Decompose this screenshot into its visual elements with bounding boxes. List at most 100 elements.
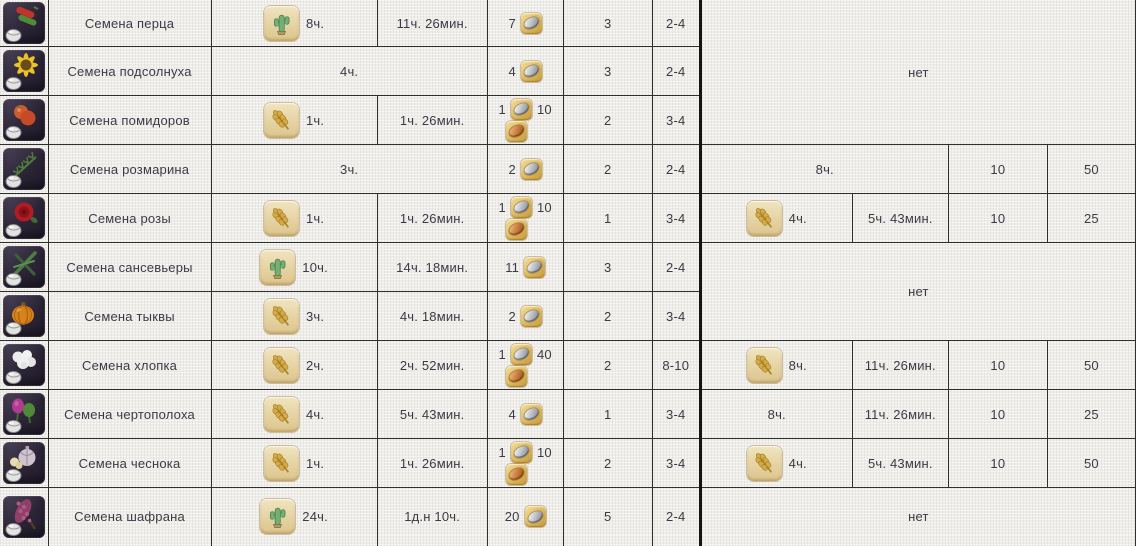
plant-time: 1ч. [306,455,325,471]
thistle-seeds-icon [2,393,45,435]
market-value-1: 10 [947,340,1048,390]
price-silver-amount: 2 [508,161,516,177]
sunflower-seeds-icon [2,50,45,92]
yield-count: 3 [562,242,653,292]
seed-name: Семена розы [47,193,212,243]
bronze-coin-icon [505,218,527,240]
table-row: Семена чертополоха 4ч. 5ч. 43мин. 4 1 3-… [0,389,1136,439]
market-ripen-time: 11ч. 26мин. [851,389,949,439]
wheat-icon [746,445,782,481]
price-silver-amount: 7 [508,15,516,31]
market-value-2: 50 [1046,340,1136,390]
plant-time: 1ч. [306,112,325,128]
sansevieria-seeds-icon [2,246,45,288]
price-bronze-amount: 10 [536,101,552,117]
plant-time: 3ч. [306,308,325,324]
plant-time: 8ч. [306,15,325,31]
yield-count: 1 [562,193,653,243]
yield-count: 5 [562,487,653,546]
yield-count: 2 [562,340,653,390]
wheat-icon [264,298,299,334]
silver-coin-icon [510,441,532,463]
market-value-2: 25 [1046,389,1136,439]
market-plant-time: 4ч. [788,210,807,226]
rosemary-seeds-icon [2,148,45,190]
market-value-1: 10 [947,144,1048,194]
ripen-time: 4ч. 18мин. [376,291,488,341]
wheat-icon [264,445,299,481]
market-plant-time: 4ч. [788,455,807,471]
market-none-label: нет [698,487,1136,546]
seed-name: Семена хлопка [47,340,212,390]
harvest-range: 2-4 [651,144,701,194]
seed-name: Семена розмарина [47,144,212,194]
cotton-seeds-icon [2,344,45,386]
table-row: Семена чеснока 1ч. 1ч. 26мин. 1 10 2 3-4 … [0,438,1136,488]
price-silver-amount: 4 [508,63,516,79]
harvest-range: 8-10 [651,340,701,390]
seed-name: Семена чертополоха [47,389,212,439]
seed-name: Семена чеснока [47,438,212,488]
price-silver-amount: 4 [508,406,516,422]
market-plant-time: 8ч. [698,389,853,439]
harvest-range: 2-4 [651,487,701,546]
cactus-icon [260,499,296,535]
market-value-2: 25 [1046,193,1136,243]
wheat-icon [264,102,299,138]
market-value-1: 10 [947,438,1048,488]
table-row: Семена сансевьеры 10ч. 14ч. 18мин. 11 3 … [0,242,1136,341]
saffron-seeds-icon [2,495,45,538]
price-bronze-amount: 10 [536,444,552,460]
wheat-icon [746,200,782,236]
table-row: Семена перца 8ч. 11ч. 26мин. 7 3 2-4 нет [0,0,1136,145]
market-plant-time: 8ч. [698,144,949,194]
plant-time: 10ч. [302,259,328,275]
yield-count: 3 [562,0,653,47]
ripen-time: 2ч. 52мин. [376,340,488,390]
table-row: Семена шафрана 24ч. 1д.н 10ч. 20 5 2-4 н… [0,487,1136,546]
bronze-coin-icon [505,365,527,387]
silver-coin-icon [524,506,546,528]
silver-coin-icon [520,12,542,34]
ripen-time: 11ч. 26мин. [376,0,488,47]
silver-coin-icon [510,343,532,365]
wheat-icon [746,347,782,383]
market-none-label: нет [698,0,1136,145]
ripen-time: 5ч. 43мин. [376,389,488,439]
market-ripen-time: 11ч. 26мин. [851,340,949,390]
price-silver-amount: 1 [498,444,506,460]
seed-name: Семена перца [47,0,212,47]
yield-count: 2 [562,438,653,488]
pumpkin-seeds-icon [2,295,45,337]
market-ripen-time: 5ч. 43мин. [851,193,949,243]
market-none-label: нет [698,242,1136,341]
bronze-coin-icon [505,463,527,485]
market-ripen-time: 5ч. 43мин. [851,438,949,488]
ripen-time: 1ч. 26мин. [376,438,488,488]
price-silver-amount: 1 [498,346,506,362]
silver-coin-icon [524,256,546,278]
wheat-icon [264,347,299,383]
harvest-range: 3-4 [651,95,701,145]
cactus-icon [264,5,299,41]
price-bronze-amount: 40 [536,346,552,362]
harvest-range: 2-4 [651,46,701,96]
yield-count: 3 [562,46,653,96]
cactus-icon [260,249,296,285]
silver-coin-icon [510,196,532,218]
seed-name: Семена подсолнуха [47,46,212,96]
silver-coin-icon [520,403,542,425]
seed-name: Семена помидоров [47,95,212,145]
market-plant-time: 8ч. [788,357,807,373]
seed-name: Семена тыквы [47,291,212,341]
ripen-time: 1ч. 26мин. [376,193,488,243]
harvest-range: 2-4 [651,0,701,47]
plant-time: 2ч. [306,357,325,373]
market-value-1: 10 [947,193,1048,243]
harvest-range: 3-4 [651,291,701,341]
yield-count: 2 [562,291,653,341]
table-row: Семена хлопка 2ч. 2ч. 52мин. 1 40 2 8-10 … [0,340,1136,390]
ripen-time: 1д.н 10ч. [376,487,488,546]
price-silver-amount: 20 [504,509,520,525]
